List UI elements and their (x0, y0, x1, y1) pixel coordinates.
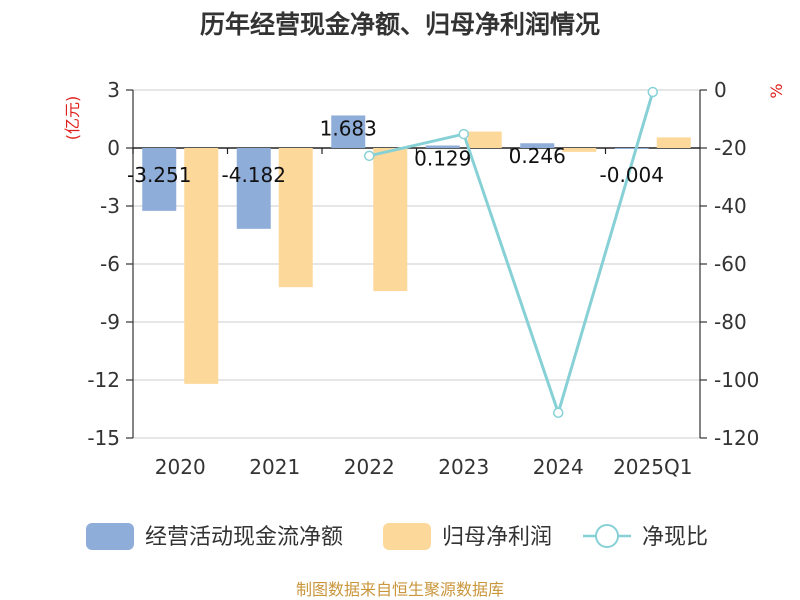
gridlines (133, 89, 700, 439)
legend-label: 归母净利润 (442, 525, 552, 550)
left-tick-label: -15 (87, 426, 120, 450)
source-note: 制图数据来自恒生聚源数据库 (296, 580, 504, 599)
ratio-point (553, 407, 564, 419)
axes: 3 0 -3 -6 -9 -12 -15 0 -20 -40 -60 -80 -100 -120 2020 2… (87, 78, 759, 479)
cash-flow-data-label: -0.004 (600, 163, 664, 187)
category-label: 2022 (344, 455, 395, 479)
cash-flow-bar (142, 148, 177, 211)
ratio-line (364, 86, 658, 419)
cash-flow-bar (331, 115, 366, 148)
right-tick-label: -60 (714, 252, 747, 276)
ratio-point (458, 128, 469, 140)
category-label: 2023 (438, 455, 489, 479)
right-tick-label: -20 (714, 136, 747, 160)
cash-flow-bar (614, 148, 649, 149)
left-tick-label: 3 (107, 78, 120, 102)
left-tick-label: -9 (100, 310, 120, 334)
cash-flow-data-label: 0.246 (509, 144, 566, 168)
cash-flow-data-label: 1.683 (320, 116, 377, 140)
net-profit-bar (467, 131, 502, 148)
left-tick-label: -3 (100, 194, 120, 218)
legend-label: 净现比 (642, 525, 708, 550)
legend-swatch (86, 523, 134, 550)
category-label: 2020 (155, 455, 206, 479)
left-axis-unit: (亿元) (63, 96, 82, 141)
data-labels: -3.251 -4.182 1.683 0.129 0.246 -0.004 (127, 116, 664, 187)
chart-title: 历年经营现金净额、归母净利润情况 (200, 10, 600, 39)
cash-flow-bar (236, 148, 271, 229)
bars (142, 115, 691, 384)
legend: 经营活动现金流净额 归母净利润 净现比 (86, 523, 708, 550)
category-label: 2021 (249, 455, 300, 479)
right-axis-unit: % (767, 83, 786, 98)
cash-flow-bar (425, 145, 460, 148)
net-profit-bar (562, 148, 597, 152)
left-tick-label: -12 (87, 368, 120, 392)
net-profit-bar (184, 148, 219, 384)
net-profit-bar (278, 148, 313, 288)
ratio-point (364, 150, 375, 162)
right-tick-label: -40 (714, 194, 747, 218)
right-tick-label: -120 (714, 426, 759, 450)
right-tick-label: 0 (714, 78, 727, 102)
right-tick-label: -100 (714, 368, 759, 392)
cash-flow-data-label: 0.129 (414, 147, 471, 171)
left-tick-label: 0 (107, 136, 120, 160)
left-tick-label: -6 (100, 252, 120, 276)
cash-flow-bar (520, 143, 555, 148)
legend-marker (595, 524, 619, 548)
legend-label: 经营活动现金流净额 (145, 525, 343, 550)
net-profit-bar (656, 137, 691, 148)
ratio-point (647, 86, 658, 98)
right-tick-label: -80 (714, 310, 747, 334)
ratio-line-path (368, 91, 655, 418)
cash-flow-data-label: -4.182 (222, 163, 286, 187)
legend-swatch (383, 523, 431, 550)
net-profit-bar (373, 148, 408, 292)
category-label: 2025Q1 (613, 455, 692, 479)
category-label: 2024 (533, 455, 584, 479)
cash-flow-data-label: -3.251 (127, 163, 191, 187)
